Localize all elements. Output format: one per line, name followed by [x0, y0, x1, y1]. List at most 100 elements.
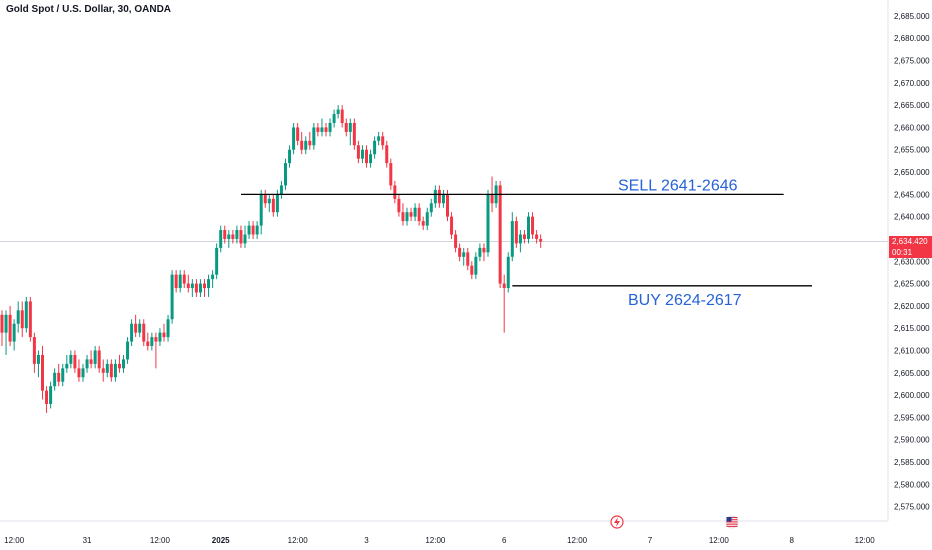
candle[interactable] [247, 221, 251, 239]
candle[interactable] [405, 207, 409, 226]
candle[interactable] [344, 118, 348, 137]
candle[interactable] [243, 225, 247, 248]
candle[interactable] [142, 319, 146, 347]
candle[interactable] [401, 203, 405, 226]
candle[interactable] [304, 136, 308, 155]
candle[interactable] [348, 118, 352, 146]
candle[interactable] [527, 212, 530, 244]
candle[interactable] [61, 363, 65, 387]
candle[interactable] [170, 270, 174, 324]
candle[interactable] [215, 243, 219, 280]
candle[interactable] [231, 230, 235, 244]
candle[interactable] [324, 122, 328, 137]
candle[interactable] [259, 189, 263, 235]
candle[interactable] [36, 350, 40, 378]
candle[interactable] [190, 279, 194, 297]
candle[interactable] [539, 234, 543, 248]
candle[interactable] [93, 346, 97, 369]
candle[interactable] [316, 122, 320, 137]
candle[interactable] [454, 230, 458, 253]
candle[interactable] [194, 279, 198, 297]
candle[interactable] [162, 323, 166, 342]
candle[interactable] [122, 354, 125, 373]
candle[interactable] [12, 319, 16, 351]
candle[interactable] [409, 207, 413, 222]
candle[interactable] [429, 198, 433, 217]
candle[interactable] [288, 145, 292, 168]
candle[interactable] [4, 310, 8, 355]
candle[interactable] [441, 189, 445, 208]
candle[interactable] [482, 243, 486, 262]
candle[interactable] [166, 314, 170, 342]
candle[interactable] [105, 359, 109, 378]
candle[interactable] [397, 194, 401, 217]
candle[interactable] [365, 145, 368, 168]
candle[interactable] [101, 359, 105, 382]
candle[interactable] [16, 301, 20, 333]
candle[interactable] [49, 381, 53, 409]
candle[interactable] [470, 261, 474, 280]
candle[interactable] [381, 131, 385, 150]
candle[interactable] [296, 122, 300, 146]
candle[interactable] [235, 225, 239, 244]
candle[interactable] [24, 296, 28, 333]
candle[interactable] [514, 216, 518, 248]
candle[interactable] [158, 328, 162, 347]
candle[interactable] [32, 332, 36, 373]
candle[interactable] [369, 149, 373, 168]
candle[interactable] [8, 305, 12, 347]
candle[interactable] [332, 109, 336, 128]
candle[interactable] [134, 314, 138, 338]
candle[interactable] [219, 225, 223, 253]
candle[interactable] [518, 230, 522, 253]
candle[interactable] [126, 337, 130, 364]
candle[interactable] [53, 368, 57, 391]
candle[interactable] [393, 180, 397, 204]
candle[interactable] [28, 296, 32, 342]
candle[interactable] [279, 180, 283, 199]
candle[interactable] [207, 274, 211, 297]
candle[interactable] [425, 207, 429, 231]
candle[interactable] [182, 270, 186, 289]
candle[interactable] [146, 332, 150, 351]
candle[interactable] [486, 189, 490, 257]
candle[interactable] [478, 243, 482, 262]
candle[interactable] [85, 354, 89, 373]
candle[interactable] [174, 270, 178, 293]
candle[interactable] [138, 319, 142, 338]
candle[interactable] [130, 319, 134, 347]
candle[interactable] [81, 363, 85, 382]
candle[interactable] [186, 274, 190, 293]
candle[interactable] [466, 247, 470, 271]
candle[interactable] [498, 180, 502, 289]
lightning-icon[interactable] [610, 515, 624, 529]
candle[interactable] [251, 221, 255, 239]
candle[interactable] [109, 359, 113, 382]
candle[interactable] [292, 122, 296, 155]
candle[interactable] [284, 158, 287, 190]
us-flag-icon[interactable] [725, 515, 739, 529]
candle[interactable] [97, 346, 101, 373]
candle[interactable] [77, 359, 81, 382]
candle[interactable] [506, 252, 510, 293]
candle[interactable] [45, 386, 49, 413]
candle[interactable] [320, 118, 324, 137]
candle[interactable] [150, 332, 154, 351]
candle[interactable] [360, 145, 364, 164]
candle[interactable] [450, 212, 454, 239]
candle[interactable] [178, 270, 182, 293]
candle[interactable] [117, 354, 121, 373]
candle[interactable] [385, 140, 389, 168]
candle[interactable] [300, 131, 304, 155]
candle[interactable] [421, 216, 425, 231]
candle[interactable] [389, 158, 393, 190]
candle[interactable] [340, 105, 344, 128]
candle[interactable] [474, 252, 478, 280]
candle[interactable] [255, 221, 259, 239]
candle[interactable] [377, 131, 381, 146]
candle[interactable] [239, 225, 243, 248]
candle[interactable] [336, 105, 340, 119]
candle[interactable] [223, 225, 227, 244]
candle[interactable] [531, 212, 535, 239]
